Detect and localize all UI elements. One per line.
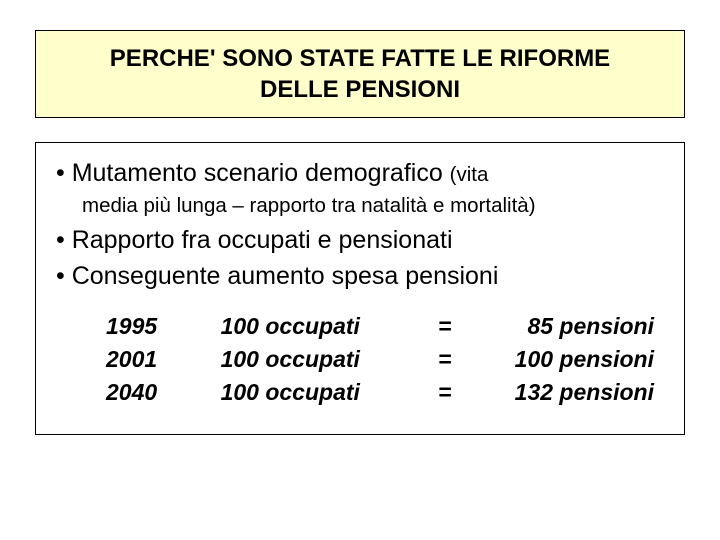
- content-box: • Mutamento scenario demografico (vita m…: [35, 142, 685, 435]
- cell-pensioni: 100 pensioni: [465, 346, 664, 373]
- title-line-1: PERCHE' SONO STATE FATTE LE RIFORME: [110, 45, 610, 72]
- cell-pensioni: 85 pensioni: [465, 313, 664, 340]
- bullet-1: • Mutamento scenario demografico (vita: [56, 157, 664, 191]
- cell-equals: =: [425, 379, 465, 406]
- table-row: 1995 100 occupati = 85 pensioni: [106, 313, 664, 340]
- bullet-1-main: • Mutamento scenario demografico: [56, 159, 450, 187]
- bullet-3: • Conseguente aumento spesa pensioni: [56, 260, 664, 294]
- cell-equals: =: [425, 346, 465, 373]
- cell-year: 2040: [106, 379, 221, 406]
- bullet-1-sub-inline: (vita: [450, 163, 489, 186]
- cell-occupati: 100 occupati: [221, 346, 425, 373]
- title-box: PERCHE' SONO STATE FATTE LE RIFORME DELL…: [35, 30, 685, 118]
- bullet-2: • Rapporto fra occupati e pensionati: [56, 224, 664, 258]
- cell-equals: =: [425, 313, 465, 340]
- cell-year: 2001: [106, 346, 221, 373]
- cell-pensioni: 132 pensioni: [465, 379, 664, 406]
- slide-title: PERCHE' SONO STATE FATTE LE RIFORME DELL…: [56, 43, 664, 105]
- cell-year: 1995: [106, 313, 221, 340]
- table-row: 2040 100 occupati = 132 pensioni: [106, 379, 664, 406]
- table-row: 2001 100 occupati = 100 pensioni: [106, 346, 664, 373]
- ratio-table: 1995 100 occupati = 85 pensioni 2001 100…: [56, 309, 664, 406]
- title-line-2: DELLE PENSIONI: [260, 76, 460, 103]
- cell-occupati: 100 occupati: [221, 313, 425, 340]
- cell-occupati: 100 occupati: [221, 379, 425, 406]
- bullet-1-sub-line2: media più lunga – rapporto tra natalità …: [56, 193, 664, 220]
